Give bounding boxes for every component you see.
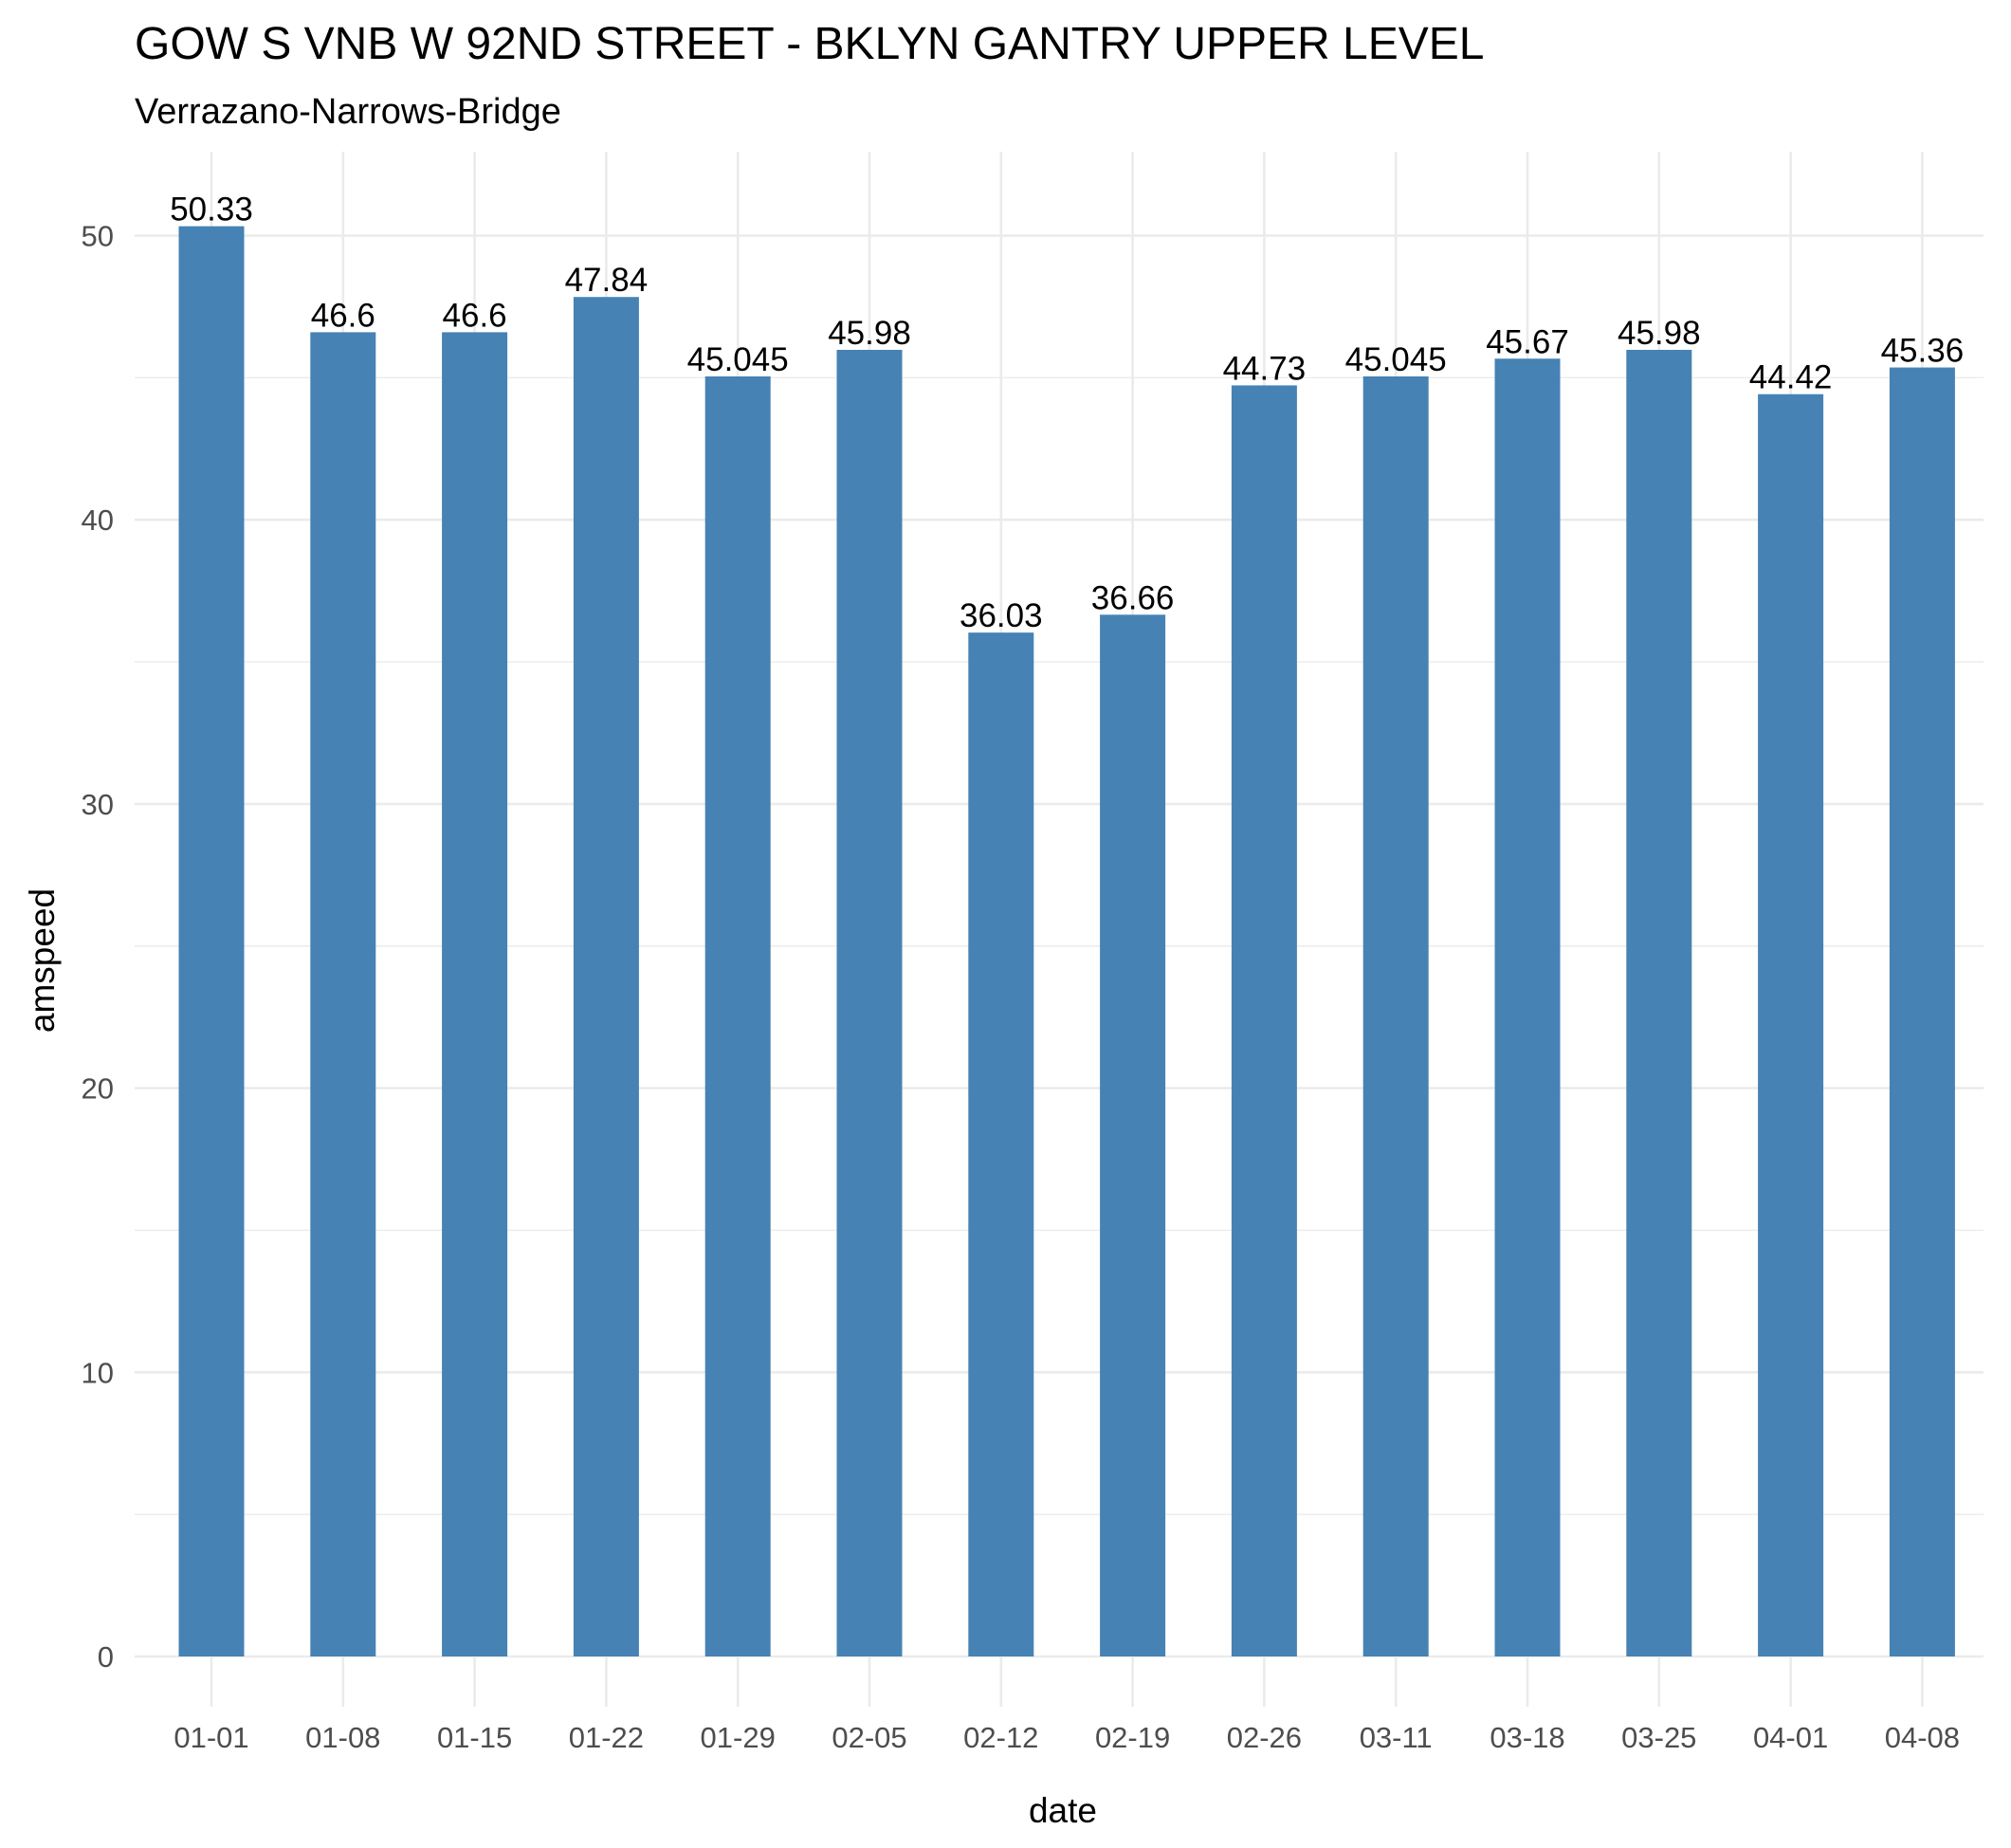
bar-value-label: 46.6: [311, 297, 375, 334]
x-tick-label: 04-08: [1885, 1721, 1960, 1754]
bar-04-01: [1758, 393, 1824, 1656]
bar-value-label: 45.36: [1881, 333, 1965, 370]
bar-value-label: 50.33: [170, 192, 253, 229]
y-tick-label: 10: [82, 1356, 114, 1389]
chart-title: GOW S VNB W 92ND STREET - BKLYN GANTRY U…: [135, 19, 1484, 69]
bar-layer: [178, 226, 1955, 1657]
y-tick-label: 40: [82, 503, 114, 537]
bar-02-26: [1231, 385, 1297, 1656]
x-tick-label: 02-12: [963, 1721, 1038, 1754]
x-tick-label: 01-01: [174, 1721, 248, 1754]
y-axis-title: amspeed: [23, 888, 62, 1033]
bar-01-01: [178, 226, 245, 1657]
bar-02-12: [968, 632, 1034, 1656]
y-tick-label: 0: [98, 1640, 114, 1674]
bar-value-label: 45.98: [828, 315, 911, 352]
bar-02-19: [1100, 614, 1166, 1656]
y-tick-label: 50: [82, 220, 114, 253]
chart-subtitle: Verrazano-Narrows-Bridge: [135, 92, 561, 132]
bar-value-label: 46.6: [443, 297, 507, 334]
x-tick-label: 01-29: [701, 1721, 776, 1754]
x-tick-label: 02-05: [832, 1721, 906, 1754]
bar-value-label: 36.66: [1091, 579, 1175, 616]
x-tick-label: 01-15: [437, 1721, 512, 1754]
x-tick-label: 03-25: [1621, 1721, 1696, 1754]
bar-01-15: [442, 332, 508, 1657]
bar-01-22: [573, 297, 639, 1656]
x-tick-label: 01-08: [305, 1721, 380, 1754]
x-tick-label: 03-18: [1490, 1721, 1564, 1754]
y-tick-label: 30: [82, 788, 114, 821]
bar-01-29: [704, 376, 771, 1656]
bar-value-label: 44.42: [1749, 359, 1833, 396]
bar-03-18: [1494, 358, 1561, 1656]
bar-value-label: 47.84: [565, 262, 649, 299]
bar-04-08: [1889, 367, 1955, 1656]
bar-value-label: 36.03: [960, 597, 1043, 634]
bar-value-label: 45.045: [687, 341, 789, 378]
bar-value-label: 45.67: [1486, 323, 1569, 360]
x-tick-label: 03-11: [1360, 1721, 1433, 1754]
grid-layer: [135, 152, 1984, 1707]
label-layer: 50.33 46.6 46.6 47.84 45.045 45.98 36.03 36.66 4…: [170, 192, 1964, 635]
bar-03-25: [1626, 349, 1692, 1657]
x-tick-label: 01-22: [569, 1721, 644, 1754]
x-axis-title: date: [1029, 1791, 1097, 1830]
axis-layer: 0 10 20 30 40 50 01-01 01-08 01-15 01-22 01-29 02-0…: [82, 220, 1961, 1755]
bar-value-label: 45.045: [1345, 341, 1447, 378]
bar-02-05: [836, 349, 903, 1657]
bar-value-label: 44.73: [1223, 350, 1307, 387]
bar-03-11: [1362, 376, 1429, 1656]
bar-value-label: 45.98: [1618, 315, 1701, 352]
bar-01-08: [310, 332, 376, 1657]
y-tick-label: 20: [82, 1072, 114, 1106]
x-tick-label: 04-01: [1753, 1721, 1828, 1754]
x-tick-label: 02-26: [1227, 1721, 1302, 1754]
x-tick-label: 02-19: [1095, 1721, 1170, 1754]
